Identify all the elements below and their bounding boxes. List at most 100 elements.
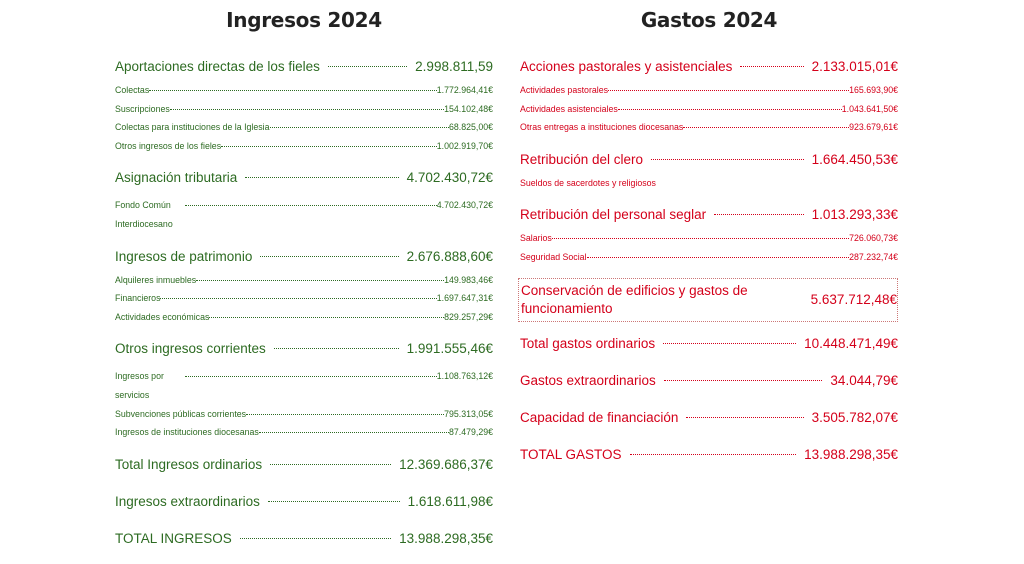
column-title: Ingresos 2024 [226, 8, 382, 32]
item-row: Otros ingresos de los fieles 1.002.919,70… [115, 137, 493, 156]
section: Retribución del personal seglar 1.013.293… [520, 203, 898, 266]
item-label: Suscripciones [115, 103, 170, 114]
item-amount: 1.043.641,50€ [841, 103, 898, 114]
dot-leader [185, 376, 437, 378]
dot-leader [629, 453, 797, 455]
item-amount: 1.002.919,70€ [436, 140, 493, 151]
item-row: Ingresos por servicios 1.108.763,12€ [115, 367, 493, 404]
item-row: Salarios 726.060,73€ [520, 229, 898, 248]
main-row: Gastos extraordinarios 34.044,79€ [520, 369, 898, 395]
item-amount: 4.702.430,72€ [436, 200, 493, 211]
item-label: Otros ingresos de los fieles [115, 140, 222, 151]
main-row: Total gastos ordinarios 10.448.471,49€ [520, 332, 898, 358]
dot-leader [245, 177, 399, 179]
item-amount: 154.102,48€ [444, 103, 493, 114]
row-amount: 10.448.471,49€ [804, 335, 898, 351]
item-label: Ingresos de instituciones diocesanas [115, 427, 259, 438]
row-label: TOTAL GASTOS [520, 446, 622, 462]
dot-leader [683, 127, 850, 129]
boxed-row: Conservación de edificios y gastos de fu… [518, 277, 898, 322]
item-label: Colectas [115, 85, 150, 95]
item-amount: 68.825,00€ [448, 122, 493, 133]
dot-leader [258, 432, 449, 434]
dot-leader [686, 416, 804, 418]
item-label: Actividades económicas [115, 311, 210, 322]
row-label: Otros ingresos corrientes [115, 341, 266, 357]
dot-leader [260, 255, 399, 257]
main-row: Retribución del personal seglar 1.013.293… [520, 203, 898, 229]
item-amount: 149.983,46€ [444, 274, 493, 285]
main-row: Otros ingresos corrientes 1.991.555,46€ [115, 337, 493, 363]
section: Capacidad de financiación 3.505.782,07€ [520, 406, 898, 432]
row-label: Capacidad de financiación [520, 409, 679, 425]
dot-leader [239, 537, 392, 539]
item-amount: 165.693,90€ [849, 85, 898, 95]
item-label: Alquileres inmuebles [115, 274, 197, 285]
main-row: Ingresos extraordinarios 1.618.611,98€ [115, 490, 493, 516]
main-row: Acciones pastorales y asistenciales 2.133… [520, 55, 898, 81]
row-amount: 1.664.450,53€ [811, 151, 898, 167]
item-amount: 87.479,29€ [448, 427, 493, 438]
main-row: Asignación tributaria 4.702.430,72€ [115, 166, 493, 192]
item-label: Otras entregas a instituciones diocesana… [520, 122, 684, 133]
section: TOTAL INGRESOS 13.988.298,35€ [115, 527, 493, 553]
row-label: Ingresos extraordinarios [115, 493, 260, 509]
row-label: Asignación tributaria [115, 170, 238, 186]
item-label: Actividades asistenciales [520, 103, 618, 114]
item-label: Fondo Común Interdiocesano [115, 200, 173, 229]
item-row: Otras entregas a instituciones diocesana… [520, 118, 898, 137]
item-row: Subvenciones públicas corrientes 795.313,… [115, 405, 493, 424]
item-amount: 1.772.964,41€ [436, 85, 493, 95]
dot-leader [586, 256, 850, 258]
section: Gastos extraordinarios 34.044,79€ [520, 369, 898, 395]
expense-list: Acciones pastorales y asistenciales 2.133… [518, 55, 898, 480]
dot-leader [149, 90, 437, 91]
dot-leader [169, 108, 445, 110]
item-label: Financieros [115, 293, 161, 304]
item-row: Actividades económicas 829.257,29€ [115, 308, 493, 327]
section: Total gastos ordinarios 10.448.471,49€ [520, 332, 898, 358]
section: Retribución del clero 1.664.450,53€ Sueldo… [520, 148, 898, 193]
row-label: Conservación de edificios y gastos de fu… [521, 282, 748, 316]
item-row: Colectas 1.772.964,41€ [115, 81, 493, 100]
dot-leader [185, 205, 437, 207]
dot-leader [714, 214, 804, 216]
section: Total Ingresos ordinarios 12.369.686,37€ [115, 453, 493, 479]
row-amount: 5.637.712,48€ [810, 291, 897, 307]
item-amount: 1.108.763,12€ [436, 371, 493, 382]
row-label: TOTAL INGRESOS [115, 530, 232, 546]
section: Ingresos de patrimonio 2.676.888,60€ Alqui… [115, 245, 493, 327]
row-label: Ingresos de patrimonio [115, 248, 253, 264]
main-row: Capacidad de financiación 3.505.782,07€ [520, 406, 898, 432]
item-label: Salarios [520, 233, 552, 244]
main-row: Total Ingresos ordinarios 12.369.686,37€ [115, 453, 493, 479]
row-amount: 13.988.298,35€ [399, 530, 493, 546]
dot-leader [221, 145, 437, 147]
dot-leader [209, 316, 445, 318]
dot-leader [663, 342, 797, 344]
item-row: Alquileres inmuebles 149.983,46€ [115, 271, 493, 290]
row-amount: 4.702.430,72€ [406, 170, 493, 186]
dot-leader [270, 463, 392, 465]
row-label: Aportaciones directas de los fieles [115, 59, 320, 74]
item-row: Actividades asistenciales 1.043.641,50€ [520, 100, 898, 119]
section: Ingresos extraordinarios 1.618.611,98€ [115, 490, 493, 516]
item-row: Colectas para instituciones de la Iglesi… [115, 118, 493, 137]
section: TOTAL GASTOS 13.988.298,35€ [520, 443, 898, 469]
section: Otros ingresos corrientes 1.991.555,46€ In… [115, 337, 493, 441]
main-row: Aportaciones directas de los fieles 2.998… [115, 55, 493, 81]
main-row: TOTAL INGRESOS 13.988.298,35€ [115, 527, 493, 553]
item-amount: 1.697.647,31€ [436, 293, 493, 304]
item-amount: 287.232,74€ [849, 251, 898, 262]
row-label: Retribución del personal seglar [520, 207, 707, 223]
item-amount: 726.060,73€ [849, 233, 898, 244]
dot-leader [327, 66, 408, 67]
row-amount: 1.618.611,98€ [407, 493, 493, 509]
item-row: Suscripciones 154.102,48€ [115, 100, 493, 119]
dot-leader [651, 158, 804, 160]
income-list: Aportaciones directas de los fieles 2.998… [115, 55, 493, 564]
item-label: Subvenciones públicas corrientes [115, 408, 247, 419]
row-label: Gastos extraordinarios [520, 372, 656, 388]
row-amount: 12.369.686,37€ [399, 456, 493, 472]
dot-leader [740, 66, 804, 67]
